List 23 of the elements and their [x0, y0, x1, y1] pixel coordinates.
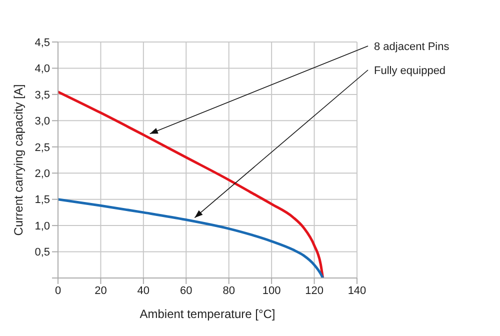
- x-axis-title: Ambient temperature [°C]: [140, 307, 276, 321]
- x-tick-label: 80: [222, 284, 235, 297]
- y-tick-label: 0,5: [34, 246, 50, 259]
- y-tick-label: 1,5: [34, 194, 50, 206]
- y-tick-label: 1,0: [34, 220, 50, 232]
- y-tick-label: 2,0: [34, 168, 50, 180]
- x-tick-label: 40: [137, 284, 150, 297]
- x-tick-label: 140: [348, 284, 366, 297]
- y-tick-label: 4,5: [34, 36, 50, 49]
- y-axis-title: Current carrying capacity [A]: [11, 84, 26, 236]
- x-tick-label: 60: [180, 284, 192, 297]
- y-tick-label: 4,0: [34, 63, 50, 76]
- x-tick-label: 100: [262, 284, 281, 297]
- y-tick-label: 3,5: [34, 89, 50, 102]
- x-tick-label: 120: [305, 284, 324, 297]
- line-series: [58, 90, 324, 278]
- y-tick-label: 3,0: [34, 116, 50, 128]
- x-tick-label: 0: [54, 284, 62, 297]
- y-tick-label: 2,5: [34, 142, 50, 154]
- x-tick-label: 20: [94, 284, 107, 297]
- annotation: 8 adjacent Pins: [374, 41, 450, 53]
- line-series: [58, 198, 324, 278]
- annotation: Fully equipped: [374, 65, 446, 77]
